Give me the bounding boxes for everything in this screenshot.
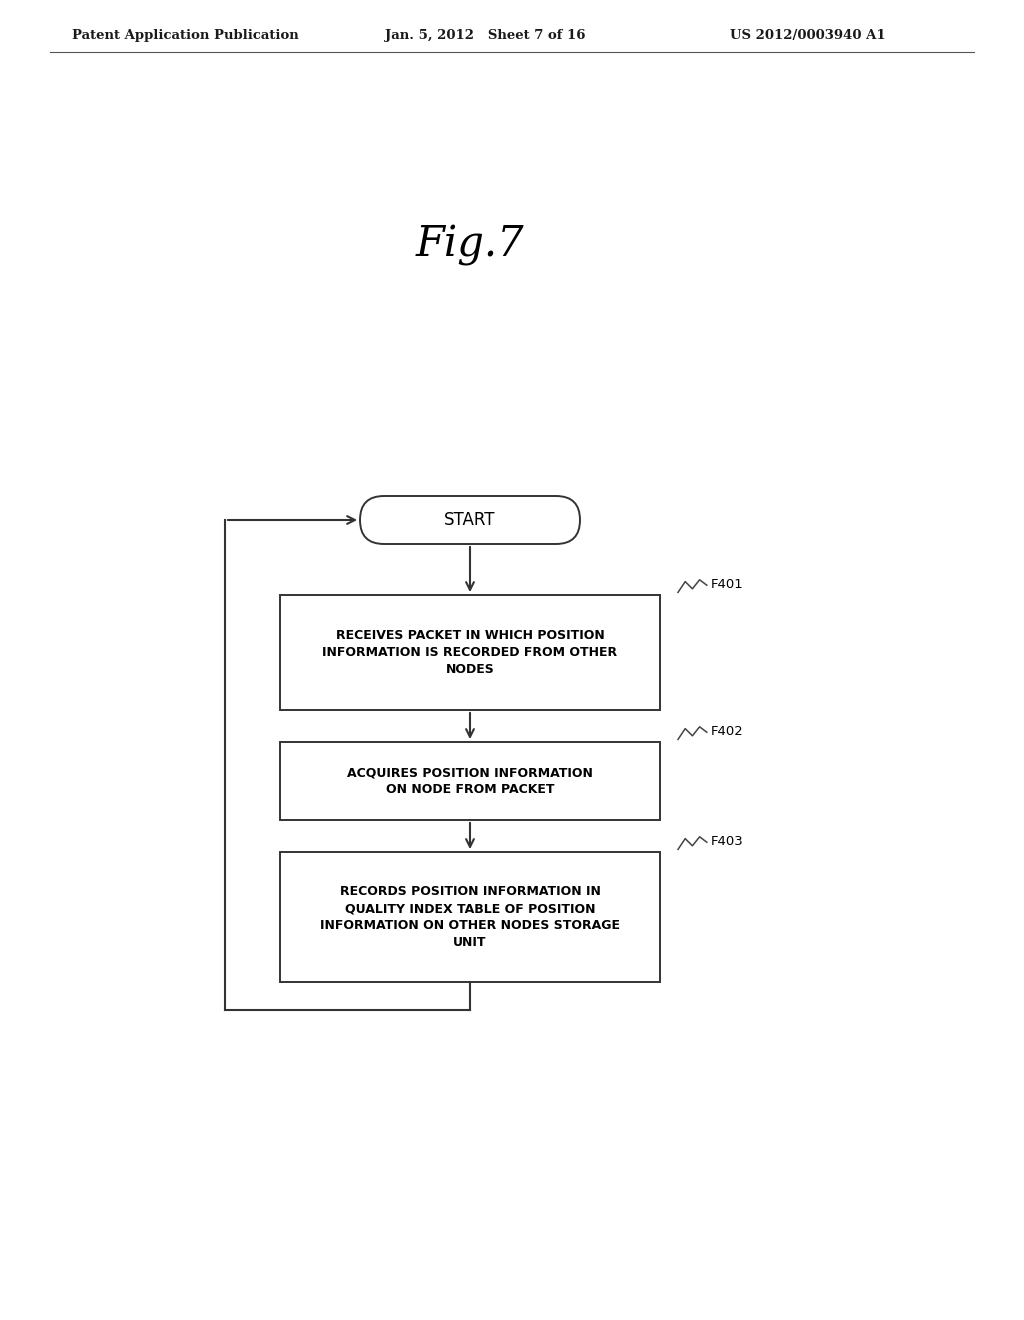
Text: F401: F401: [711, 578, 743, 591]
FancyBboxPatch shape: [280, 851, 660, 982]
Text: F403: F403: [711, 834, 743, 847]
Text: US 2012/0003940 A1: US 2012/0003940 A1: [730, 29, 886, 41]
Text: ACQUIRES POSITION INFORMATION
ON NODE FROM PACKET: ACQUIRES POSITION INFORMATION ON NODE FR…: [347, 766, 593, 796]
Text: Patent Application Publication: Patent Application Publication: [72, 29, 299, 41]
Text: RECEIVES PACKET IN WHICH POSITION
INFORMATION IS RECORDED FROM OTHER
NODES: RECEIVES PACKET IN WHICH POSITION INFORM…: [323, 630, 617, 676]
FancyBboxPatch shape: [360, 496, 580, 544]
Text: F402: F402: [711, 725, 743, 738]
FancyBboxPatch shape: [280, 742, 660, 820]
Text: Fig.7: Fig.7: [416, 224, 524, 267]
Text: START: START: [444, 511, 496, 529]
Text: Jan. 5, 2012   Sheet 7 of 16: Jan. 5, 2012 Sheet 7 of 16: [385, 29, 586, 41]
Text: RECORDS POSITION INFORMATION IN
QUALITY INDEX TABLE OF POSITION
INFORMATION ON O: RECORDS POSITION INFORMATION IN QUALITY …: [319, 884, 620, 949]
FancyBboxPatch shape: [280, 595, 660, 710]
